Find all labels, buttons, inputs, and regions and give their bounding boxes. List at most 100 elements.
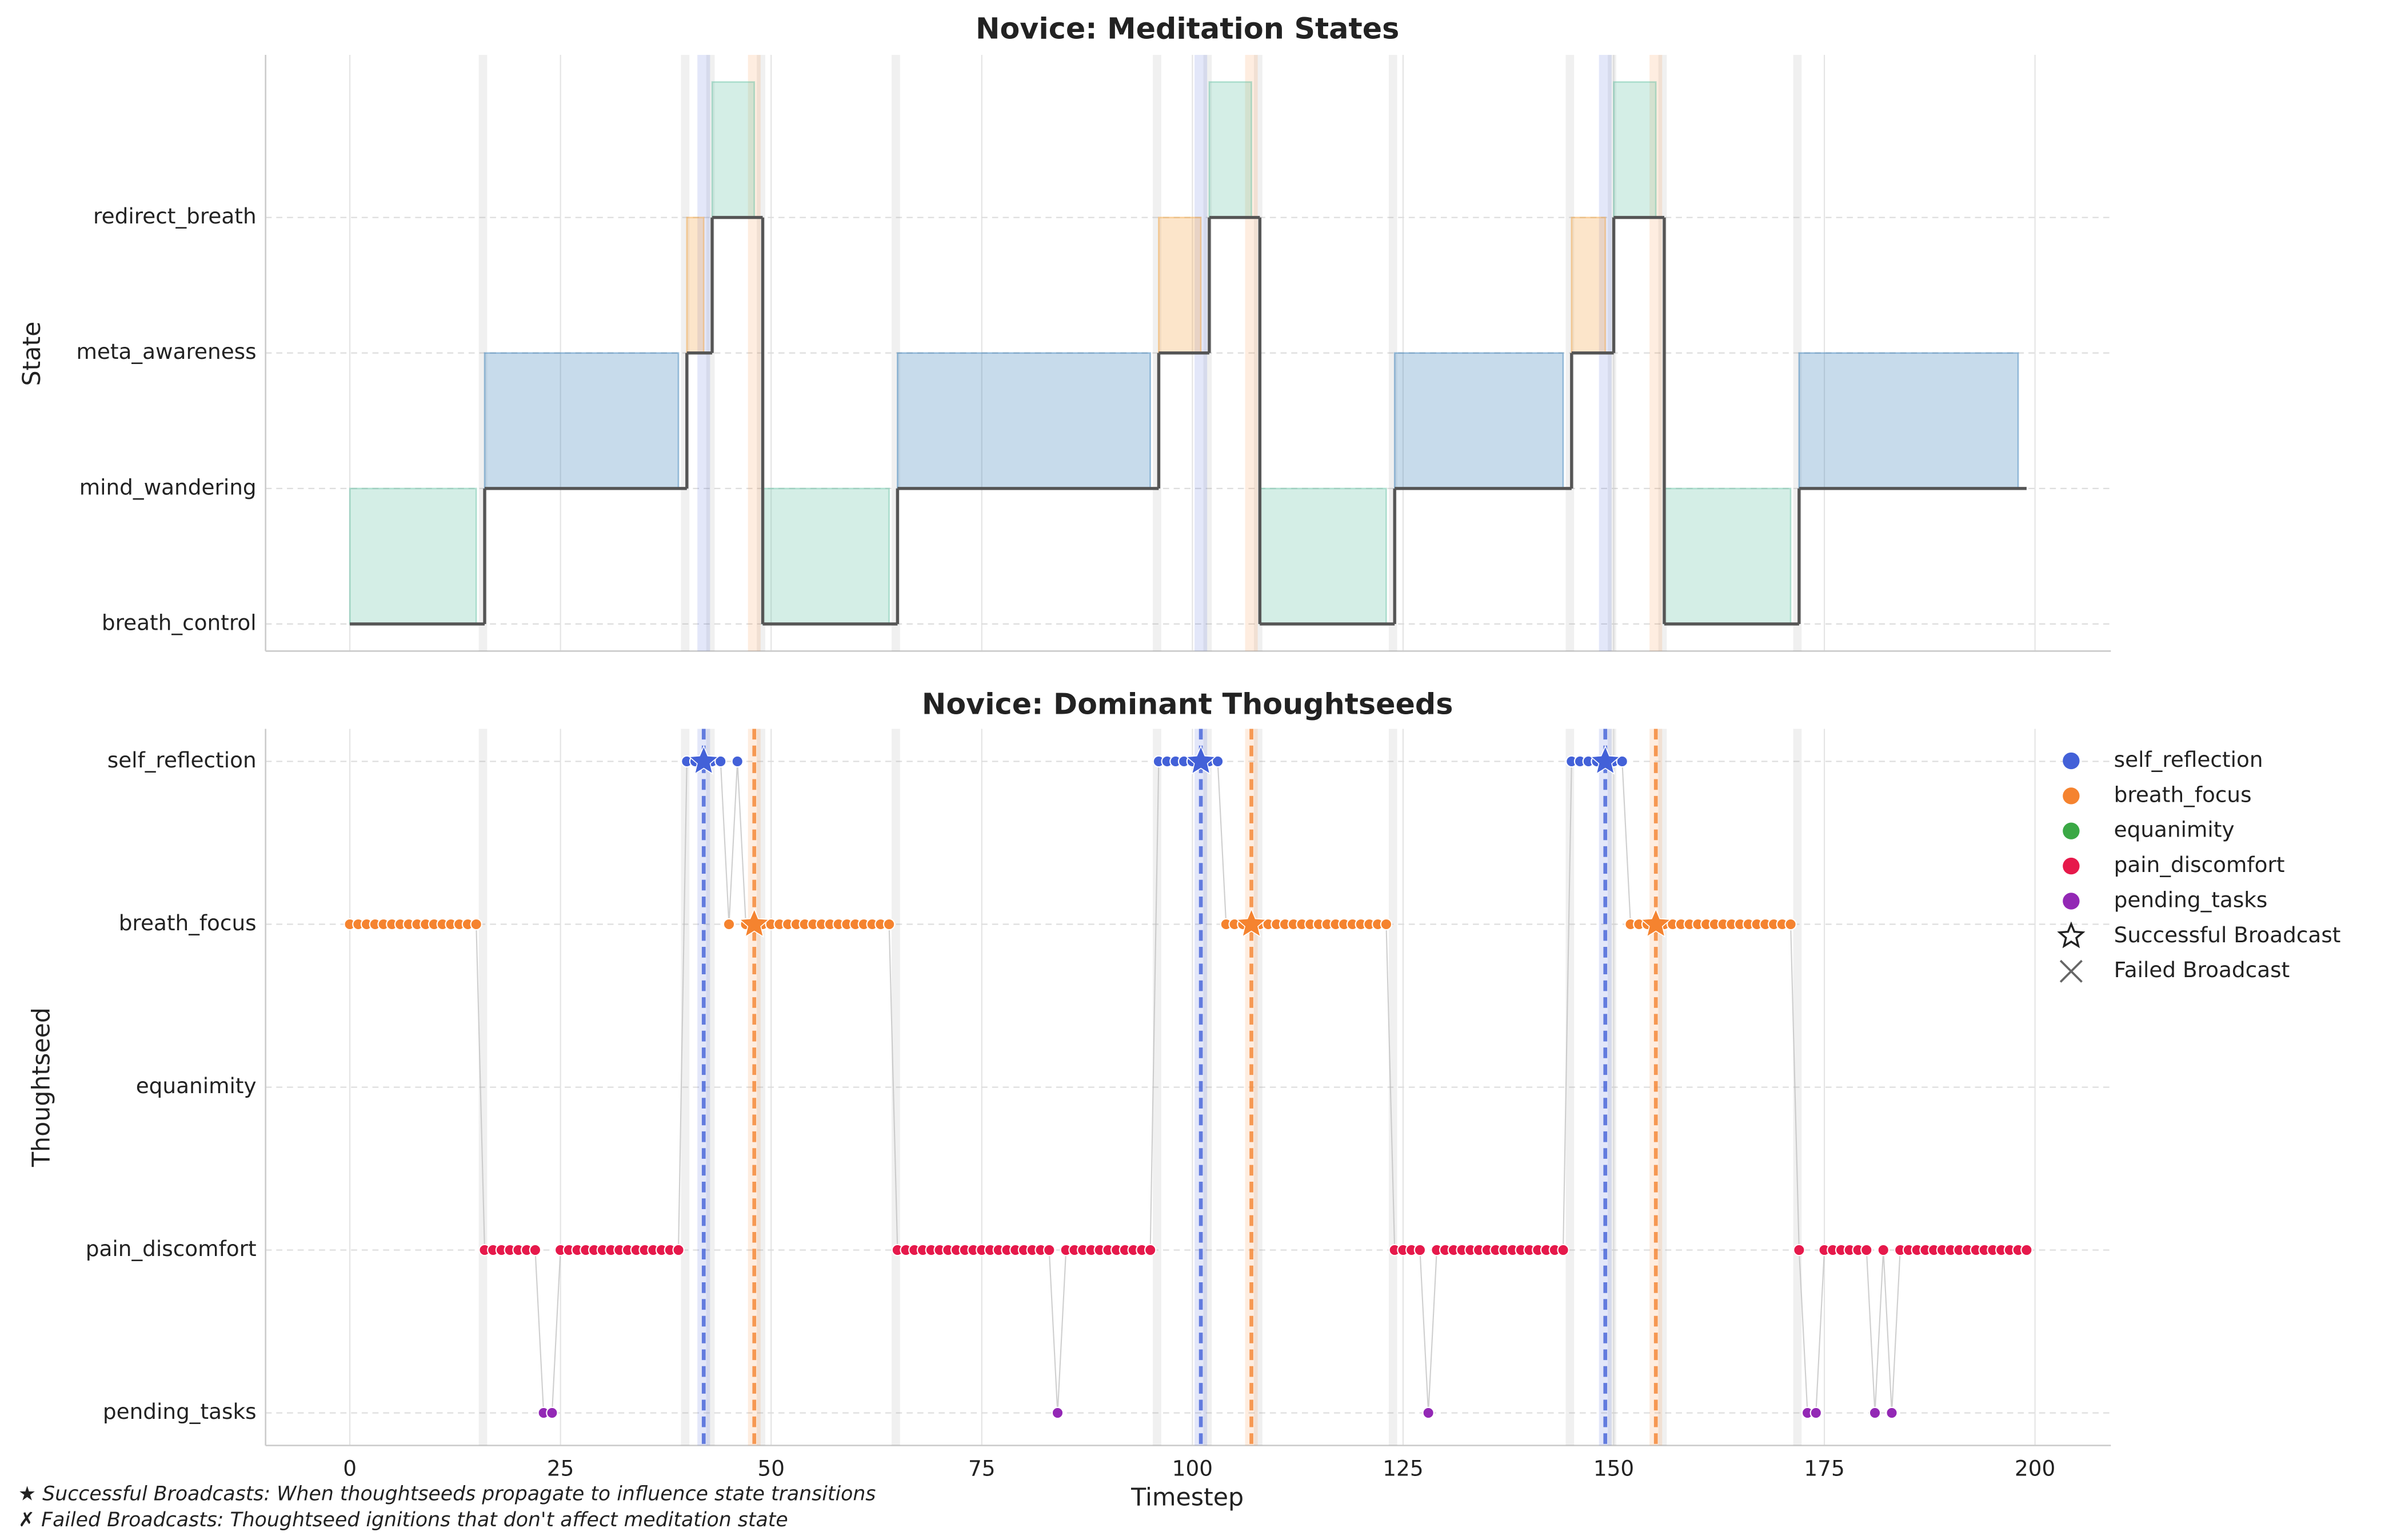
broadcast-star xyxy=(1640,907,1672,938)
seed-dot xyxy=(1557,1243,1569,1257)
seed-dot xyxy=(2020,1243,2033,1257)
state-box xyxy=(1663,487,1792,625)
state-box xyxy=(1571,217,1607,354)
legend-swatch xyxy=(2063,787,2080,805)
state-box xyxy=(1259,487,1387,625)
y-tick-label: breath_control xyxy=(102,610,257,635)
transition-band xyxy=(478,729,488,1446)
state-box xyxy=(1613,81,1657,218)
bottom-title: Novice: Dominant Thoughtseeds xyxy=(922,687,1453,721)
state-box xyxy=(897,352,1151,490)
bottom-y-label: Thoughtseed xyxy=(27,1007,55,1167)
broadcast-star xyxy=(1589,745,1621,775)
state-box xyxy=(349,487,477,625)
seed-dot xyxy=(1860,1243,1873,1257)
transition-band xyxy=(706,729,715,1446)
seed-dot xyxy=(1809,1406,1823,1419)
transition-band xyxy=(1253,729,1263,1446)
broadcast-star xyxy=(1185,745,1217,775)
legend-label: Failed Broadcast xyxy=(2114,957,2290,982)
seed-dot xyxy=(1211,755,1224,768)
state-box xyxy=(1158,217,1202,354)
seed-dot xyxy=(1616,755,1628,768)
legend-label: Successful Broadcast xyxy=(2114,922,2341,947)
broadcast-star xyxy=(1236,907,1267,938)
transition-band xyxy=(892,729,900,1446)
x-tick-label: 175 xyxy=(1804,1456,1844,1481)
y-tick-label: meta_awareness xyxy=(76,339,256,364)
x-tick-label: 25 xyxy=(547,1456,574,1481)
x-tick-label: 50 xyxy=(757,1456,785,1481)
state-box xyxy=(1208,81,1252,218)
legend-swatch xyxy=(2057,921,2086,949)
seed-dot xyxy=(1784,918,1797,931)
top-title: Novice: Meditation States xyxy=(976,11,1399,45)
state-box xyxy=(686,217,705,354)
x-label: Timestep xyxy=(1130,1483,1244,1511)
transition-band xyxy=(1153,729,1161,1446)
seed-dot xyxy=(1868,1406,1881,1419)
seed-dot xyxy=(722,918,736,931)
seed-dot xyxy=(1422,1406,1435,1419)
seed-dot xyxy=(1380,918,1393,931)
seed-dot xyxy=(882,918,896,931)
broadcast-band xyxy=(748,55,761,651)
x-tick-label: 0 xyxy=(343,1456,357,1481)
y-tick-label: pending_tasks xyxy=(103,1399,257,1424)
y-tick-label: breath_focus xyxy=(119,910,257,935)
transition-band xyxy=(1565,729,1575,1446)
y-tick-label: self_reflection xyxy=(107,747,257,773)
broadcast-band xyxy=(1245,55,1258,651)
x-tick-label: 125 xyxy=(1383,1456,1423,1481)
legend-label: equanimity xyxy=(2114,817,2235,842)
transition-band xyxy=(1388,729,1397,1446)
x-tick-label: 200 xyxy=(2015,1456,2055,1481)
legend-swatch xyxy=(2059,959,2083,983)
legend-label: breath_focus xyxy=(2114,782,2252,807)
transition-band xyxy=(1203,729,1212,1446)
seed-dot xyxy=(1043,1243,1056,1257)
y-tick-label: mind_wandering xyxy=(79,474,257,499)
state-box xyxy=(711,81,756,218)
legend-label: self_reflection xyxy=(2114,747,2263,772)
legend-swatch xyxy=(2063,752,2080,770)
seed-dot xyxy=(470,918,482,931)
legend-swatch xyxy=(2063,822,2080,839)
y-tick-label: redirect_breath xyxy=(93,203,257,229)
seed-dot xyxy=(731,755,744,768)
seed-dot xyxy=(714,755,727,768)
broadcast-star xyxy=(688,745,720,775)
transition-band xyxy=(1565,55,1575,651)
seed-dot xyxy=(529,1243,542,1257)
seed-dot xyxy=(1793,1243,1805,1257)
footnote: ★ Successful Broadcasts: When thoughtsee… xyxy=(18,1483,876,1506)
transition-band xyxy=(681,729,690,1446)
seed-dot xyxy=(1144,1243,1157,1257)
state-box xyxy=(1798,352,2019,490)
transition-band xyxy=(1153,55,1161,651)
seed-dot xyxy=(1877,1243,1889,1257)
top-y-label: State xyxy=(18,322,46,386)
state-box xyxy=(1393,352,1564,490)
transition-band xyxy=(1658,729,1667,1446)
legend-label: pending_tasks xyxy=(2114,887,2268,912)
broadcast-band xyxy=(1649,55,1663,651)
seed-dot xyxy=(1051,1406,1064,1419)
footnote: ✗ Failed Broadcasts: Thoughtseed ignitio… xyxy=(18,1509,788,1531)
x-tick-label: 100 xyxy=(1172,1456,1213,1481)
state-box xyxy=(484,352,680,490)
transition-band xyxy=(757,729,765,1446)
legend-swatch xyxy=(2063,893,2080,910)
broadcast-star xyxy=(738,907,770,938)
x-tick-label: 150 xyxy=(1593,1456,1634,1481)
seed-dot xyxy=(1413,1243,1427,1257)
state-box xyxy=(762,487,890,625)
y-tick-label: equanimity xyxy=(136,1073,257,1098)
transition-band xyxy=(1608,729,1616,1446)
seed-dot xyxy=(1885,1406,1898,1419)
seed-dot xyxy=(546,1406,558,1419)
x-tick-label: 75 xyxy=(968,1456,996,1481)
legend-label: pain_discomfort xyxy=(2114,852,2285,877)
